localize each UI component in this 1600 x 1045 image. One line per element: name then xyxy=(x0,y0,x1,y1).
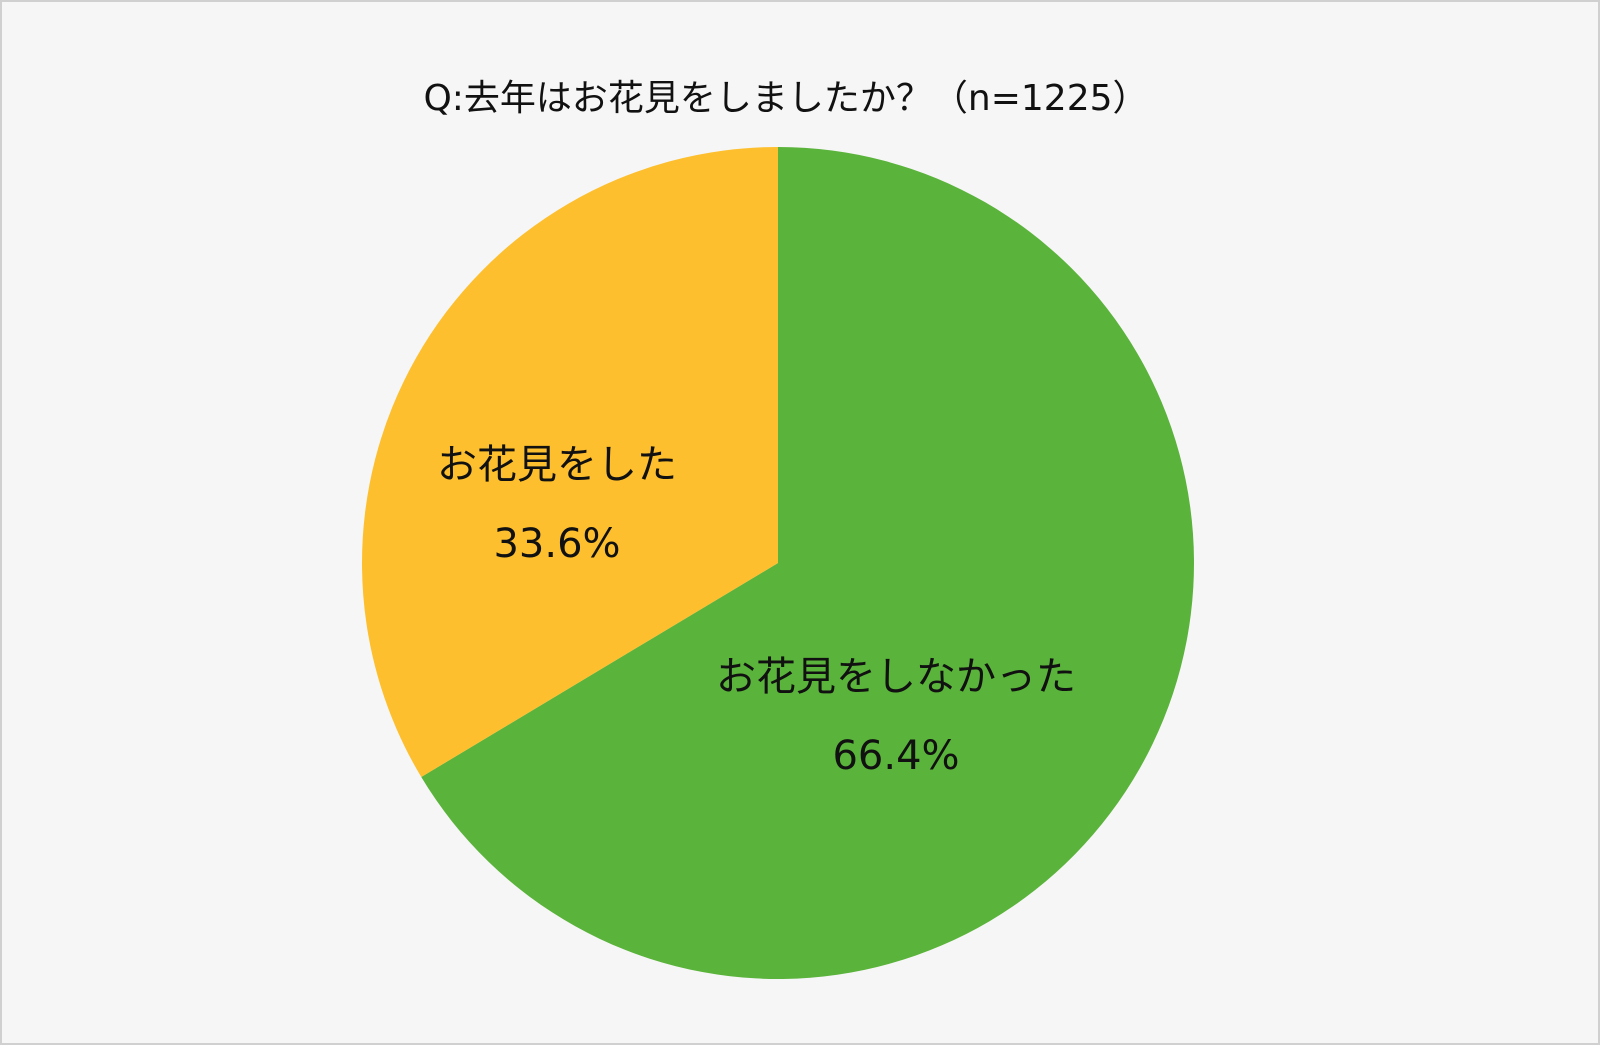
pie-slice xyxy=(362,147,778,778)
chart-title: Q:去年はお花見をしましたか？（n=1225） xyxy=(423,78,1148,119)
slice-value-label: 66.4% xyxy=(832,733,959,779)
pie-slice xyxy=(421,147,1195,980)
slice-category-label: お花見をした xyxy=(437,442,677,488)
slice-value-label: 33.6% xyxy=(493,521,620,567)
slice-category-label: お花見をしなかった xyxy=(716,654,1076,700)
